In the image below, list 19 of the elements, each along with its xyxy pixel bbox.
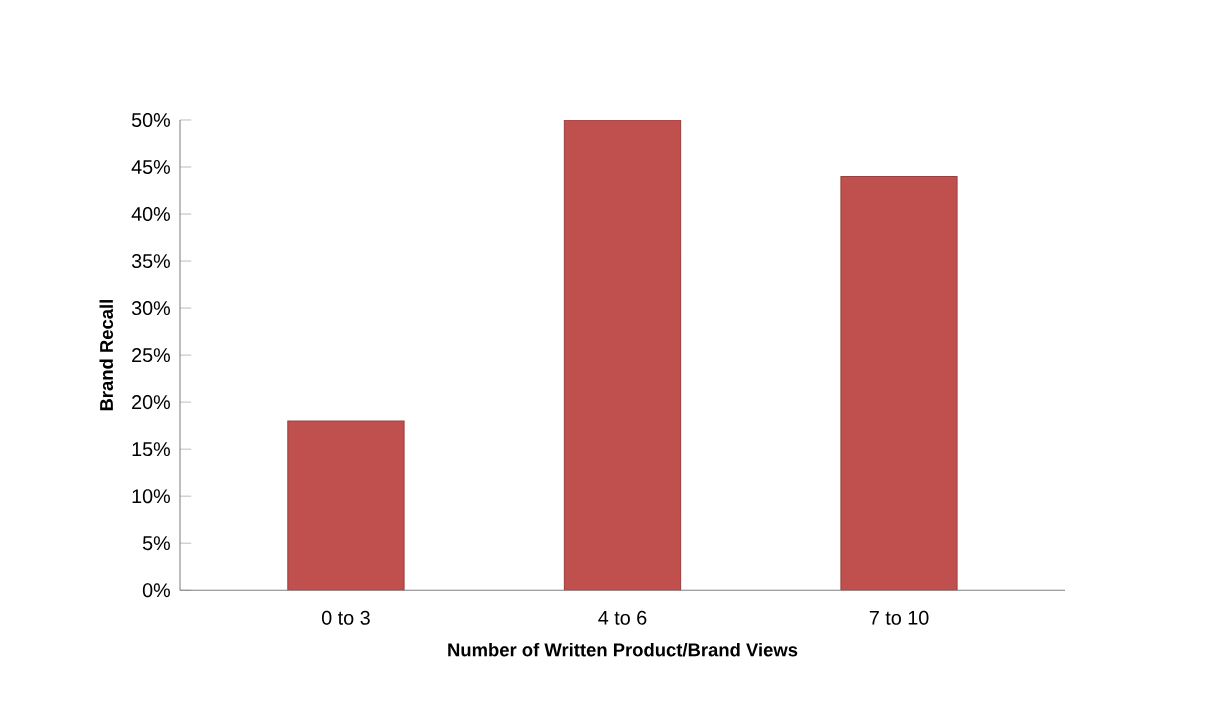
x-axis-title: Number of Written Product/Brand Views [448,642,798,657]
y-tick-label: 45% [131,160,170,174]
x-tick-label: 0 to 3 [322,610,370,625]
y-tick-label: 0% [142,583,170,598]
y-tick-label: 35% [131,254,170,269]
y-tick-label: 5% [142,536,170,551]
y-axis-title: Brand Recall [99,300,114,411]
y-tick-label: 50% [131,112,170,128]
y-tick-label: 20% [132,395,170,410]
y-tick-label: 15% [132,442,170,457]
y-tick-label: 40% [131,207,170,222]
x-tick-label: 7 to 10 [869,610,929,625]
y-tick-label: 10% [132,489,170,504]
bar [840,175,958,591]
x-tick-label: 4 to 6 [598,610,647,625]
bar [563,119,682,591]
y-tick-label: 30% [131,301,170,316]
y-tick-label: 25% [132,348,170,363]
bar [287,420,405,591]
